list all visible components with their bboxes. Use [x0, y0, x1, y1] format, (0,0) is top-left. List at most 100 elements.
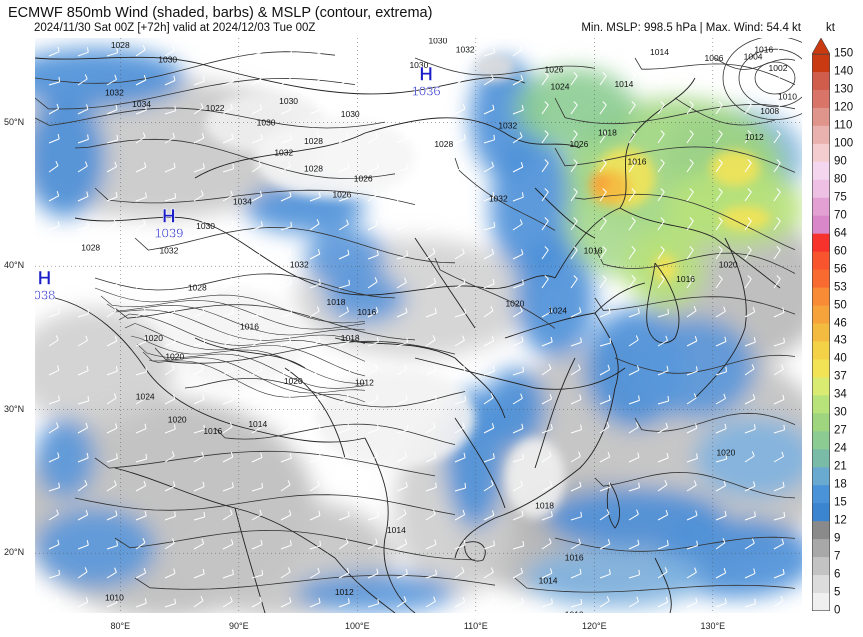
wind-barb	[251, 365, 263, 376]
isobar-label: 1026	[545, 64, 564, 74]
colorbar-unit: kt	[826, 22, 835, 34]
wind-barb	[454, 422, 465, 434]
wind-barb	[251, 335, 262, 347]
border-line	[464, 541, 486, 562]
isobar-label: 1020	[719, 260, 738, 270]
isobar-label: 1030	[409, 60, 428, 70]
wind-barb	[396, 538, 408, 550]
colorbar-tick: 60	[834, 244, 847, 257]
isobar-label: 1030	[279, 96, 298, 106]
wind-barb	[599, 43, 607, 57]
wind-barb	[773, 511, 786, 521]
wind-barb	[164, 192, 177, 202]
wind-barb	[135, 192, 147, 202]
wind-barb	[367, 538, 378, 550]
wind-barb	[599, 246, 607, 260]
isobar	[594, 471, 796, 499]
colorbar-band	[812, 125, 830, 145]
wind-barb	[135, 162, 147, 173]
border-line	[234, 507, 266, 613]
wind-barb	[135, 75, 147, 86]
wind-barb	[715, 72, 723, 86]
wind-barb	[715, 217, 723, 231]
wind-barb	[483, 453, 495, 463]
wind-barb	[773, 538, 785, 550]
wind-barb	[628, 217, 636, 231]
colorbar-tick: 6	[834, 568, 841, 581]
isobar	[722, 38, 802, 120]
wind-barb	[425, 277, 437, 289]
wind-barb	[222, 539, 234, 550]
colorbar-tick: 56	[834, 262, 847, 275]
wind-barb	[628, 188, 636, 202]
wind-barb	[686, 130, 694, 144]
wind-barb	[396, 508, 407, 521]
colorbar-band	[812, 467, 830, 486]
isobar-label: 1014	[650, 47, 669, 57]
isobar	[594, 296, 796, 315]
colorbar-tick: 64	[834, 226, 847, 239]
wind-barb	[338, 75, 350, 86]
wind-barb	[338, 105, 350, 115]
isobar	[94, 287, 366, 324]
isobar	[112, 309, 366, 344]
weather-map[interactable]: 1028 1030 1032 1034 1022 1030 1030 1030 1028 1032…	[35, 38, 802, 613]
wind-barb	[425, 308, 437, 318]
wind-barb	[106, 306, 117, 318]
wind-barb	[425, 452, 437, 463]
wind-barb	[135, 598, 147, 608]
wind-barb	[541, 43, 549, 57]
isobar	[148, 359, 366, 403]
wind-barb	[77, 479, 88, 492]
isobar	[554, 536, 796, 552]
wind-barb	[541, 130, 549, 144]
isobar	[184, 378, 466, 408]
wind-barb	[396, 451, 408, 463]
wind-barb	[686, 423, 698, 434]
isobar	[74, 494, 456, 515]
wind-barb	[483, 597, 495, 608]
isobar-label: 1016	[628, 156, 647, 166]
wind-barb	[77, 191, 89, 202]
colorbar-tick: 140	[834, 65, 854, 78]
wind-barb	[657, 395, 670, 405]
isobar-label: 1026	[354, 174, 373, 184]
wind-barb	[48, 103, 60, 115]
isobar-label: 1024	[548, 306, 567, 316]
wind-barb	[106, 336, 118, 347]
wind-barb	[338, 511, 350, 521]
wind-barb	[77, 395, 90, 405]
wind-barb	[454, 335, 465, 347]
wind-barb	[483, 510, 495, 521]
wind-barb	[367, 105, 380, 115]
wind-barb	[48, 452, 60, 463]
isobar-label: 1006	[705, 53, 724, 63]
wind-barb	[773, 568, 785, 579]
wind-barb	[280, 510, 292, 521]
wind-barb	[309, 306, 320, 318]
wind-barb	[512, 44, 523, 57]
wind-barb	[454, 539, 466, 550]
colorbar-tick: 21	[834, 460, 847, 473]
lon-label: 120°E	[582, 621, 607, 631]
wind-barb	[686, 246, 694, 260]
wind-barb	[396, 250, 408, 260]
isobar	[594, 247, 796, 274]
wind-barb	[135, 306, 146, 318]
colorbar-tick: 12	[834, 514, 847, 527]
wind-barb	[280, 567, 291, 579]
wind-barb	[512, 510, 524, 521]
wind-barb	[338, 249, 350, 260]
wind-barb	[686, 510, 698, 521]
wind-barb	[309, 366, 321, 376]
wind-barb	[628, 365, 640, 376]
wind-barb	[48, 76, 61, 86]
border-line	[554, 77, 696, 279]
isobar-label: 1028	[111, 40, 130, 50]
colorbar-band	[812, 323, 830, 342]
wind-barb	[657, 567, 668, 579]
wind-barb	[396, 76, 408, 86]
wind-barb	[541, 393, 553, 405]
wind-barb	[425, 247, 436, 260]
isobar-label: 1026	[332, 189, 351, 199]
